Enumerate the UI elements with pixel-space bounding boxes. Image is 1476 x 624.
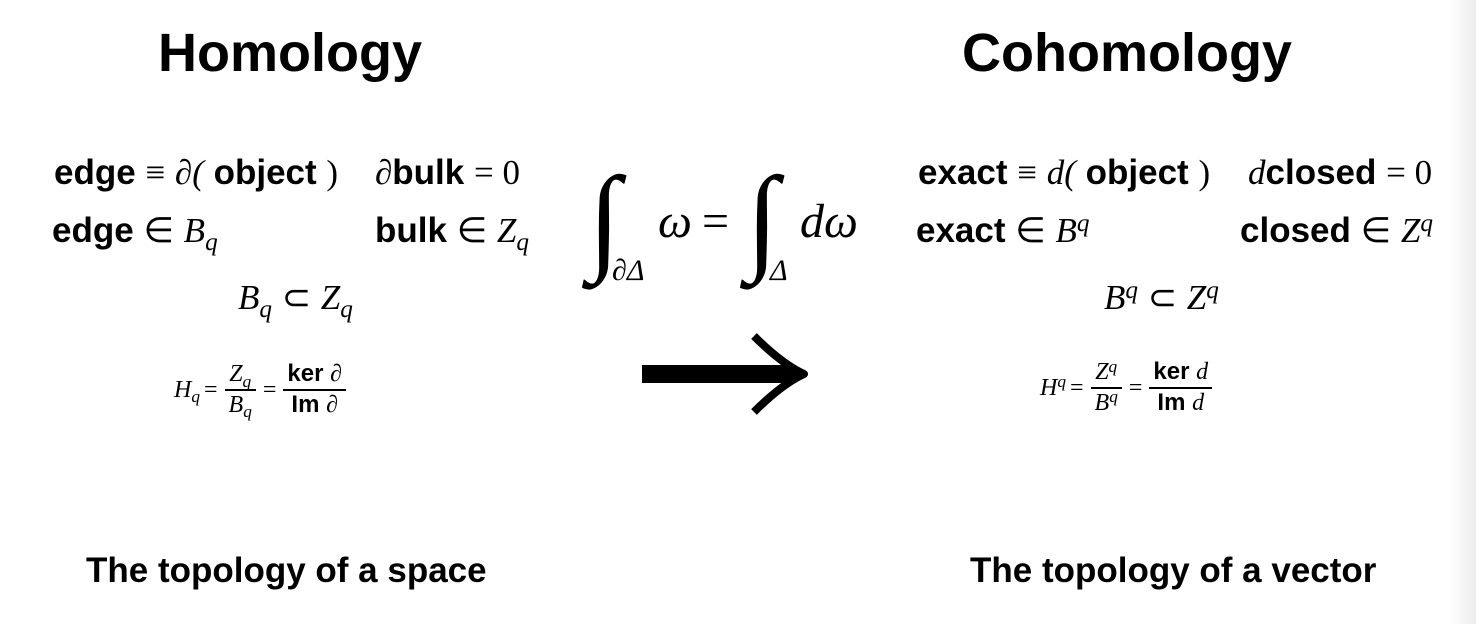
bulk-in-cycles: bulk ∈ Zq: [375, 211, 529, 257]
bulk-boundary-zero: ∂bulk = 0: [375, 153, 520, 192]
exact-definition: exact ≡ d( object ): [918, 153, 1211, 192]
homology-title: Homology: [158, 23, 422, 83]
edge-definition: edge ≡ ∂( object ): [54, 153, 339, 192]
closed-derivative-zero: dclosed = 0: [1248, 153, 1433, 192]
coboundaries-subset-cocycles: Bq ⊂ Zq: [1104, 277, 1219, 317]
boundaries-subset-cycles: Bq ⊂ Zq: [238, 278, 353, 324]
cohomology-caption: The topology of a vector: [970, 551, 1377, 590]
edge-in-boundaries: edge ∈ Bq: [52, 211, 218, 257]
closed-in-cocycles: closed ∈ Zq: [1240, 210, 1433, 250]
cohomology-title: Cohomology: [962, 23, 1292, 83]
homology-caption: The topology of a space: [86, 551, 487, 590]
right-arrow-icon: [642, 333, 808, 415]
right-edge-shadow: [1450, 0, 1476, 624]
homology-quotient: Hq = Zq Bq = ker ∂ Im ∂: [174, 360, 349, 421]
exact-in-coboundaries: exact ∈ Bq: [916, 210, 1090, 250]
stokes-theorem: ∫ ∂Δ ω = ∫ Δ dω: [588, 153, 858, 287]
cohomology-quotient: Hq = Zq Bq = ker d Im d: [1040, 357, 1215, 417]
